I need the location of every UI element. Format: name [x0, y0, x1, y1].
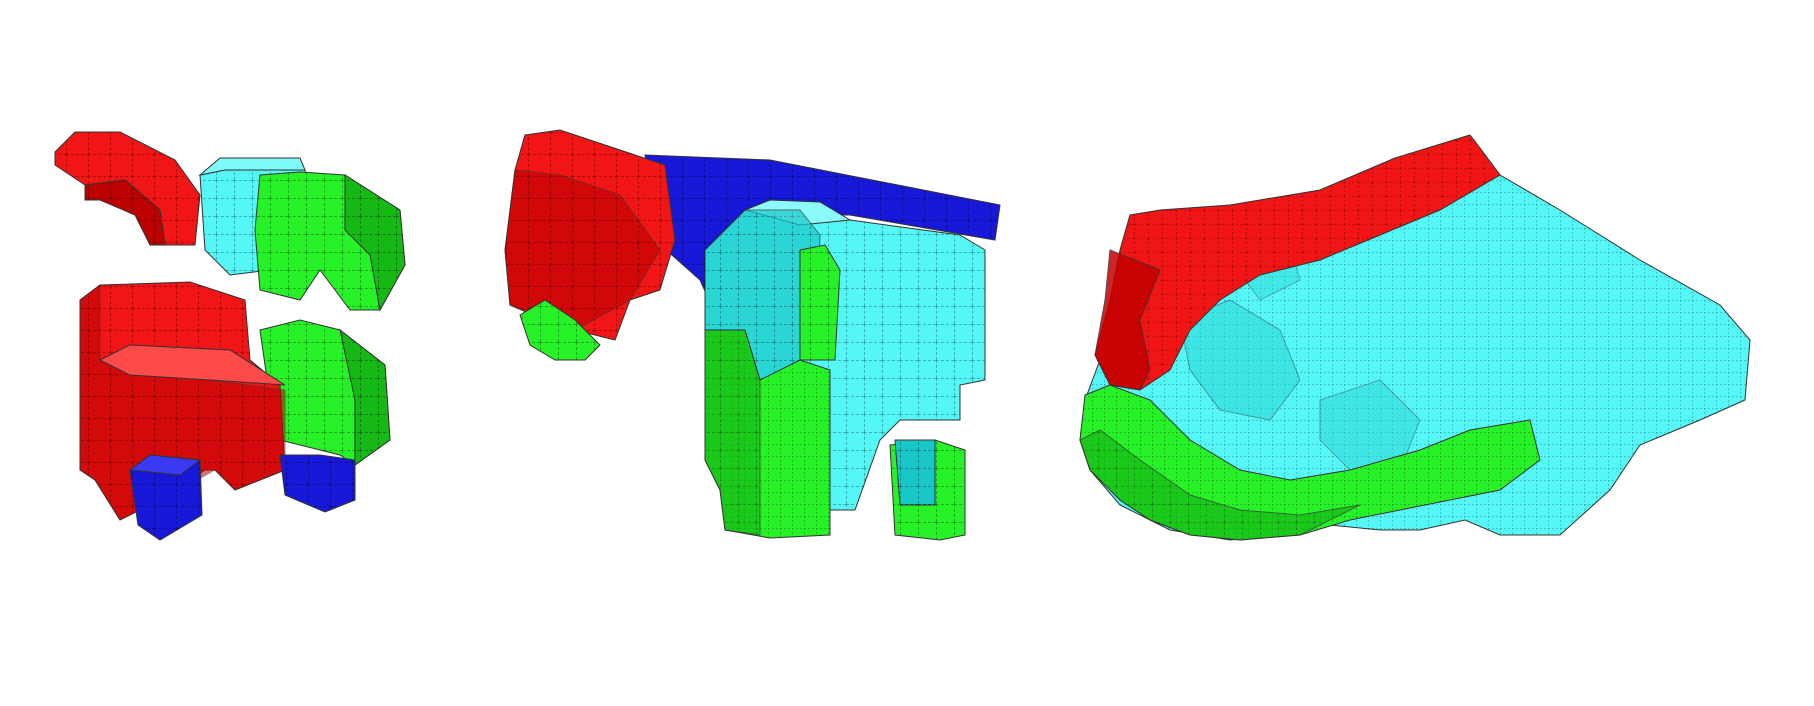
voxel-model-1 — [54, 131, 406, 541]
green-band-shade — [1079, 429, 1361, 541]
green-block-side — [344, 174, 406, 312]
red-arc-edge — [1094, 249, 1161, 391]
blue-foot-left-top — [128, 454, 202, 476]
cyan-ripple-1 — [1179, 299, 1301, 421]
green-tip — [519, 299, 601, 361]
voxel-model-3 — [1079, 134, 1751, 541]
voxel-model-2 — [504, 129, 1001, 541]
red-wing-shadow — [504, 169, 661, 331]
green-column-mid — [799, 244, 841, 361]
cyan-leg-right — [894, 439, 936, 506]
cyan-block-top — [198, 157, 306, 176]
blue-foot-right — [279, 454, 356, 513]
green-leg-left-shade — [704, 329, 761, 536]
green-block-lower-side — [339, 328, 391, 466]
red-body-step — [98, 344, 286, 386]
red-arm-side — [84, 179, 166, 246]
red-arm — [54, 131, 201, 246]
